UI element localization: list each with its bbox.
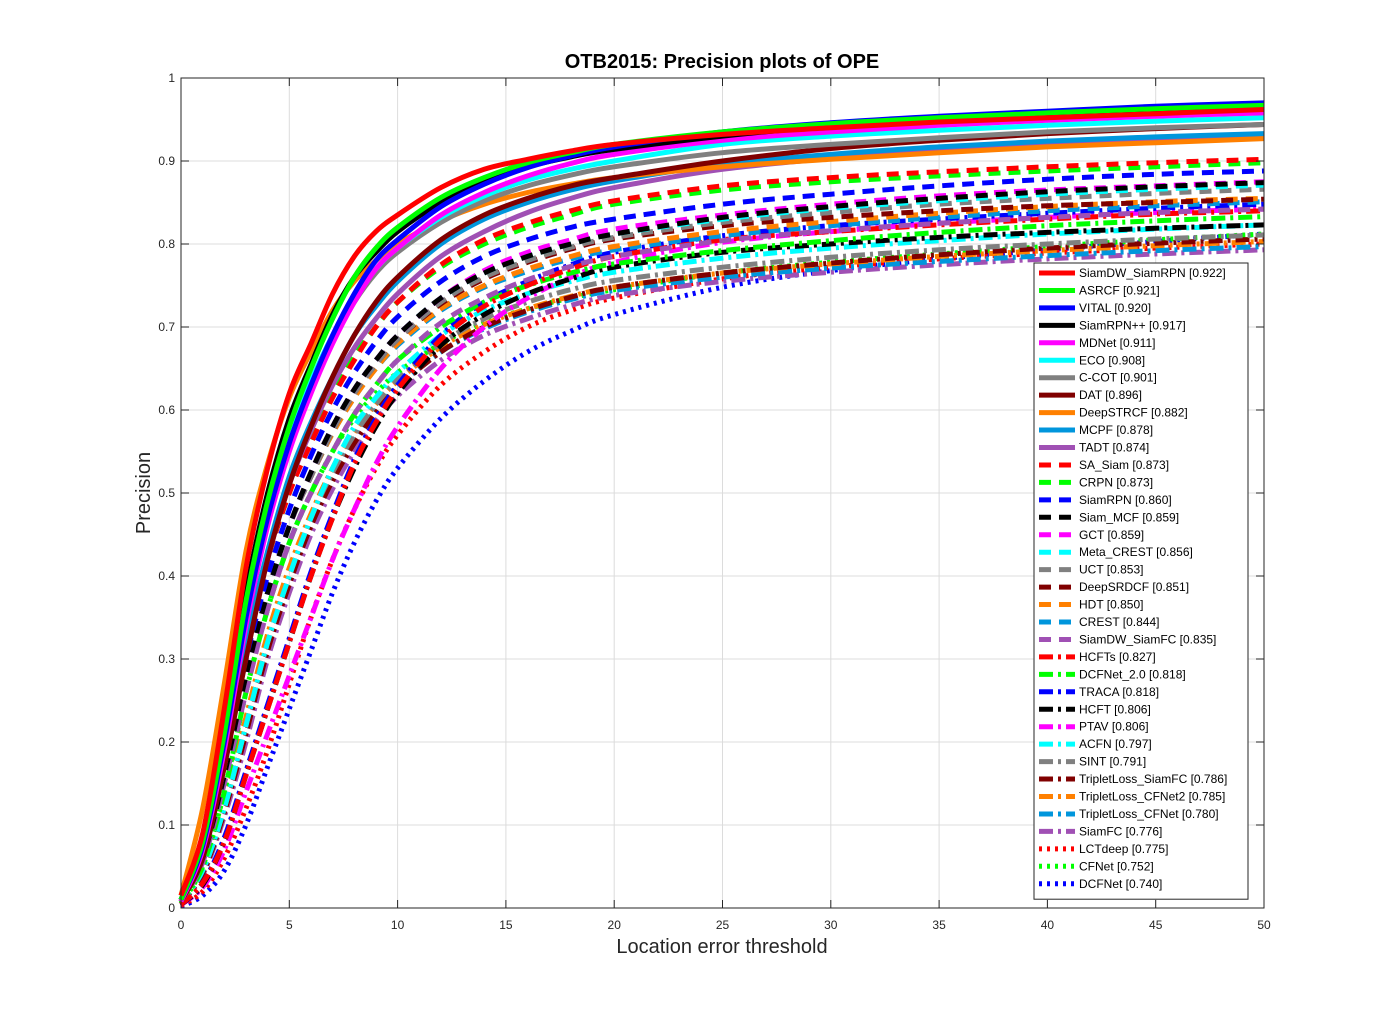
- y-tick-label: 0.6: [158, 403, 175, 417]
- legend-entry: C-COT [0.901]: [1079, 371, 1157, 385]
- legend-entry: SiamRPN [0.860]: [1079, 493, 1172, 507]
- legend-entry: MDNet [0.911]: [1079, 336, 1155, 350]
- y-axis-title: Precision: [133, 452, 155, 534]
- x-tick-label: 35: [932, 918, 946, 932]
- legend-entry: MCPF [0.878]: [1079, 423, 1153, 437]
- y-tick-label: 0.9: [158, 154, 175, 168]
- x-tick-label: 30: [824, 918, 838, 932]
- series-line: [178, 206, 1265, 903]
- series-lines: [178, 100, 1265, 909]
- legend-box: [1033, 262, 1249, 900]
- legend-entry: GCT [0.859]: [1079, 528, 1144, 542]
- y-tick-label: 0.3: [158, 652, 175, 666]
- series-line: [178, 102, 1265, 901]
- legend-entry: TRACA [0.818]: [1079, 685, 1159, 699]
- legend: SiamDW_SiamRPN [0.922] ASRCF [0.921] VITAL…: [1033, 262, 1249, 900]
- legend-entry: SiamDW_SiamFC [0.835]: [1079, 632, 1216, 646]
- legend-entry: DCFNet [0.740]: [1079, 877, 1162, 891]
- x-tick-label: 40: [1041, 918, 1055, 932]
- axis-ticks: 0 5 10 15 20 25 30 35 40 45 50 0 0.1 0.2 0.3 0.4 0.5 0.6 0…: [158, 71, 1271, 932]
- legend-entry: ASRCF [0.921]: [1079, 283, 1160, 297]
- legend-entry: DAT [0.896]: [1079, 388, 1142, 402]
- legend-entry: SiamFC [0.776]: [1079, 824, 1162, 838]
- series-line: [178, 131, 1265, 903]
- legend-entry: UCT [0.853]: [1079, 563, 1143, 577]
- x-tick-label: 10: [391, 918, 405, 932]
- legend-entry: CRPN [0.873]: [1079, 475, 1153, 489]
- legend-entry: DeepSRDCF [0.851]: [1079, 580, 1189, 594]
- y-tick-label: 0.5: [158, 486, 175, 500]
- x-axis-title: Location error threshold: [616, 936, 827, 958]
- legend-entry: TripletLoss_CFNet [0.780]: [1079, 807, 1219, 821]
- legend-entry: HCFTs [0.827]: [1079, 650, 1156, 664]
- series-line: [179, 247, 1265, 905]
- series-line: [178, 107, 1265, 897]
- legend-entry: CFNet [0.752]: [1079, 859, 1154, 873]
- legend-entry: DeepSTRCF [0.882]: [1079, 406, 1188, 420]
- y-tick-label: 0.2: [158, 735, 175, 749]
- x-tick-label: 15: [499, 918, 513, 932]
- legend-entry: TripletLoss_SiamFC [0.786]: [1079, 772, 1227, 786]
- legend-entry: VITAL [0.920]: [1079, 301, 1151, 315]
- legend-entry: HCFT [0.806]: [1079, 702, 1151, 716]
- y-tick-label: 0.1: [158, 818, 175, 832]
- y-tick-label: 0.4: [158, 569, 175, 583]
- chart-title: OTB2015: Precision plots of OPE: [565, 51, 880, 73]
- y-tick-label: 0: [168, 901, 175, 915]
- y-tick-label: 0.8: [158, 237, 175, 251]
- x-tick-label: 45: [1149, 918, 1163, 932]
- legend-entry: PTAV [0.806]: [1079, 720, 1149, 734]
- legend-entry: HDT [0.850]: [1079, 598, 1143, 612]
- x-tick-label: 50: [1257, 918, 1271, 932]
- y-tick-label: 0.7: [158, 320, 175, 334]
- legend-entry: ACFN [0.797]: [1079, 737, 1152, 751]
- x-tick-label: 0: [178, 918, 185, 932]
- legend-entry: Meta_CREST [0.856]: [1079, 545, 1193, 559]
- x-tick-label: 25: [716, 918, 730, 932]
- series-line: [178, 180, 1265, 903]
- series-line: [179, 208, 1265, 907]
- legend-entry: CREST [0.844]: [1079, 615, 1159, 629]
- legend-entry: SiamDW_SiamRPN [0.922]: [1079, 266, 1226, 280]
- legend-entry: TADT [0.874]: [1079, 441, 1149, 455]
- legend-entry: DCFNet_2.0 [0.818]: [1079, 667, 1186, 681]
- x-tick-label: 20: [608, 918, 622, 932]
- legend-entry: SA_Siam [0.873]: [1079, 458, 1169, 472]
- legend-entry: Siam_MCF [0.859]: [1079, 510, 1179, 524]
- legend-entry: TripletLoss_CFNet2 [0.785]: [1079, 790, 1225, 804]
- x-tick-label: 5: [286, 918, 293, 932]
- legend-entry: SiamRPN++ [0.917]: [1079, 318, 1186, 332]
- y-tick-label: 1: [168, 71, 175, 85]
- legend-entry: SINT [0.791]: [1079, 755, 1146, 769]
- legend-entry: ECO [0.908]: [1079, 353, 1145, 367]
- legend-entry: LCTdeep [0.775]: [1079, 842, 1168, 856]
